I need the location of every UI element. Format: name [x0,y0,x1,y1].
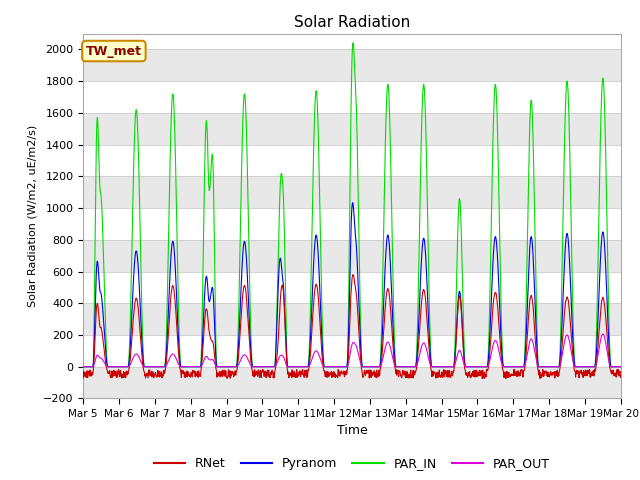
PAR_OUT [303,364,311,370]
RNet [435,373,442,379]
PAR_IN [570,329,577,335]
PAR_IN [349,40,357,46]
RNet [303,373,311,379]
Pyranom [291,364,298,370]
Legend: RNet, Pyranom, PAR_IN, PAR_OUT: RNet, Pyranom, PAR_IN, PAR_OUT [149,452,555,475]
PAR_IN [435,364,442,370]
Pyranom [349,200,356,205]
PAR_IN [79,364,87,370]
RNet [291,369,298,374]
PAR_OUT [599,331,607,337]
Pyranom [435,364,442,370]
Pyranom [570,348,577,353]
PAR_OUT [523,354,531,360]
PAR_OUT [291,364,298,370]
Y-axis label: Solar Radiation (W/m2, uE/m2/s): Solar Radiation (W/m2, uE/m2/s) [28,125,37,307]
Bar [83,81,621,113]
RNet [570,362,578,368]
Bar [83,144,621,176]
RNet [198,359,206,365]
Title: Solar Radiation: Solar Radiation [294,15,410,30]
Line: PAR_OUT: PAR_OUT [83,334,621,367]
Line: PAR_IN: PAR_IN [83,43,621,367]
PAR_IN [524,252,531,257]
Pyranom [617,364,625,370]
Bar [83,208,621,240]
Bar [83,49,621,81]
PAR_IN [617,364,625,370]
RNet [524,331,531,336]
Bar [83,335,621,367]
PAR_IN [198,328,206,334]
X-axis label: Time: Time [337,424,367,437]
PAR_OUT [198,362,206,368]
Pyranom [524,309,531,315]
PAR_IN [303,364,311,370]
PAR_OUT [569,359,577,364]
Bar [83,303,621,335]
Text: TW_met: TW_met [86,45,142,58]
RNet [349,272,357,277]
PAR_IN [291,364,298,370]
Pyranom [303,364,311,370]
Line: Pyranom: Pyranom [83,203,621,367]
Line: RNet: RNet [83,275,621,379]
Bar [83,176,621,208]
Bar [83,367,621,398]
PAR_OUT [435,364,442,370]
Bar [83,113,621,144]
Bar [83,240,621,272]
RNet [502,376,509,382]
RNet [79,368,87,374]
PAR_OUT [617,364,625,370]
Pyranom [79,364,87,370]
Bar [83,272,621,303]
PAR_OUT [79,364,87,370]
Pyranom [198,350,206,356]
RNet [617,372,625,378]
